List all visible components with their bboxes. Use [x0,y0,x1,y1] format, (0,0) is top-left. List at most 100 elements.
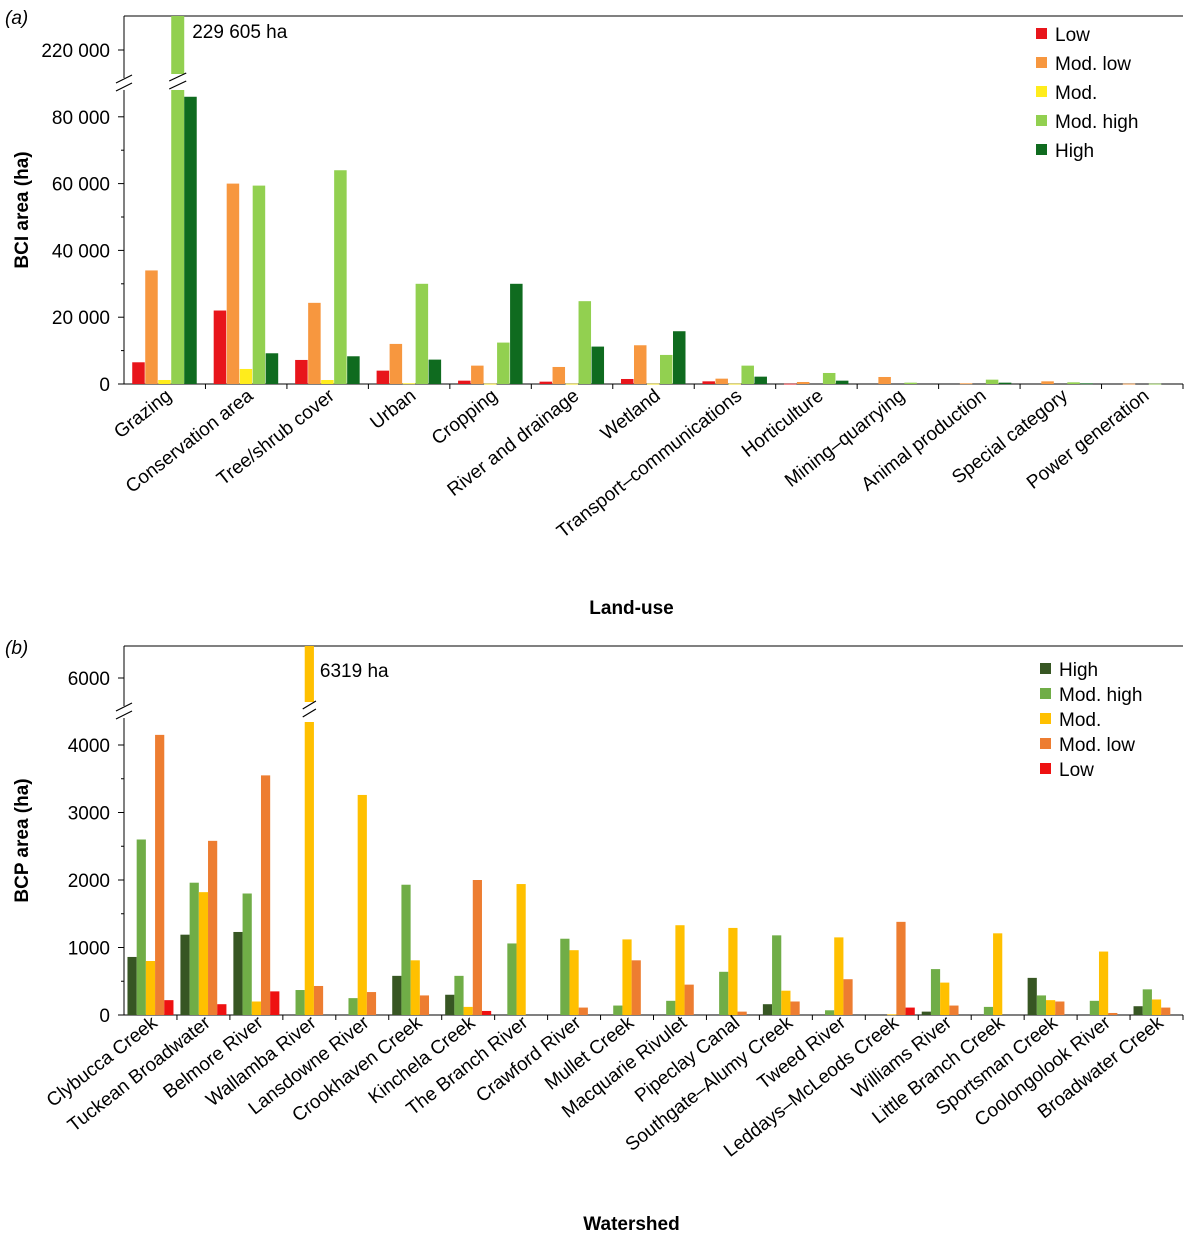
legend-swatch [1036,57,1047,68]
axis-break-mark [115,82,133,92]
legend-entry: Mod. high [1055,112,1138,133]
bar [510,283,523,384]
bar [754,376,767,384]
bar [516,884,526,1015]
bar [260,775,271,1015]
chart-panel-a: (a) 0 20 000 40 000 60 000 80 000 220 000 BCI a… [5,8,1184,619]
bar-value-annotation: 229 605 ha [192,22,288,43]
legend-entry: High [1059,660,1098,681]
y-axis-title: BCI area (ha) [12,151,33,268]
bar [458,380,471,384]
chart-panel-b: (b) 0 1000 2000 3000 4000 6000 BCP area (ha) Wat… [5,638,1184,1235]
bar [930,969,941,1015]
bar [741,365,754,384]
y-tick-label: 80 000 [52,108,110,129]
bar [822,372,836,384]
bar [790,1001,800,1015]
bar [675,925,685,1015]
bar [1142,989,1152,1015]
bar [402,383,416,385]
bar [781,990,791,1015]
x-tick-label: Grazing [110,385,175,443]
bar [1122,383,1136,385]
bar [843,979,853,1015]
bar [392,975,402,1015]
bar [463,1006,473,1015]
bar [136,839,146,1015]
bar [357,794,367,1015]
bar [270,991,280,1015]
panel-label: (a) [5,8,28,29]
bar [242,893,252,1015]
legend-swatch [1040,688,1051,699]
bar [189,882,199,1015]
bar [702,381,715,384]
bar [772,935,782,1015]
bar [622,939,632,1015]
bar [366,992,377,1015]
y-tick-label-upper: 220 000 [41,41,110,62]
bar [684,984,694,1015]
y-tick-label: 1000 [68,939,110,960]
bar-break-mark [302,708,317,718]
bar [552,366,566,384]
bar [507,943,517,1015]
bar [239,368,253,384]
bar [835,380,849,384]
bar-upper-segment [171,16,185,74]
bar [226,183,240,384]
bar [348,998,358,1015]
bar [959,383,973,385]
legend-swatch [1040,713,1051,724]
bar [419,995,430,1015]
bar [904,382,917,384]
bar [389,343,403,384]
bar [621,378,634,384]
bar [825,1010,835,1015]
bar [410,960,420,1015]
bar [127,956,137,1015]
x-tick-label: Cropping [428,385,502,449]
x-axis-title: Land-use [589,598,673,619]
y-tick-label: 0 [99,1006,110,1027]
bar [198,892,209,1015]
x-tick-label: Wetland [597,385,665,444]
bar [376,370,390,384]
legend-entry: Mod. high [1059,685,1142,706]
bar [481,1010,492,1015]
bar [921,1011,931,1015]
axis-break-mark [115,710,133,720]
bar [321,379,334,384]
bar [415,283,429,384]
bar [998,382,1012,384]
bar [304,722,314,1015]
bar [334,170,347,384]
bar [164,1000,174,1015]
axis-break-mark [115,702,133,712]
y-tick-label: 4000 [68,736,110,757]
bar [985,379,999,384]
bar [295,990,305,1015]
bar [647,383,660,385]
bar [1046,1000,1056,1015]
bar-break-mark [168,72,187,82]
bar [983,1006,994,1015]
legend-swatch [1036,86,1047,97]
bar [940,982,950,1015]
bar [737,1011,747,1015]
bar [1036,995,1047,1015]
bar [796,381,810,384]
bar [783,383,797,385]
bar [145,270,158,384]
y-tick-label: 2000 [68,871,110,892]
x-axis-title: Watershed [583,1214,679,1235]
legend-entry: Mod. [1059,710,1101,731]
bar-upper-segment [304,646,314,702]
legend-swatch [1040,738,1051,749]
bar [1098,951,1109,1015]
bar [660,354,673,384]
bar [666,1000,676,1015]
bar [155,734,165,1015]
bar [634,345,647,384]
